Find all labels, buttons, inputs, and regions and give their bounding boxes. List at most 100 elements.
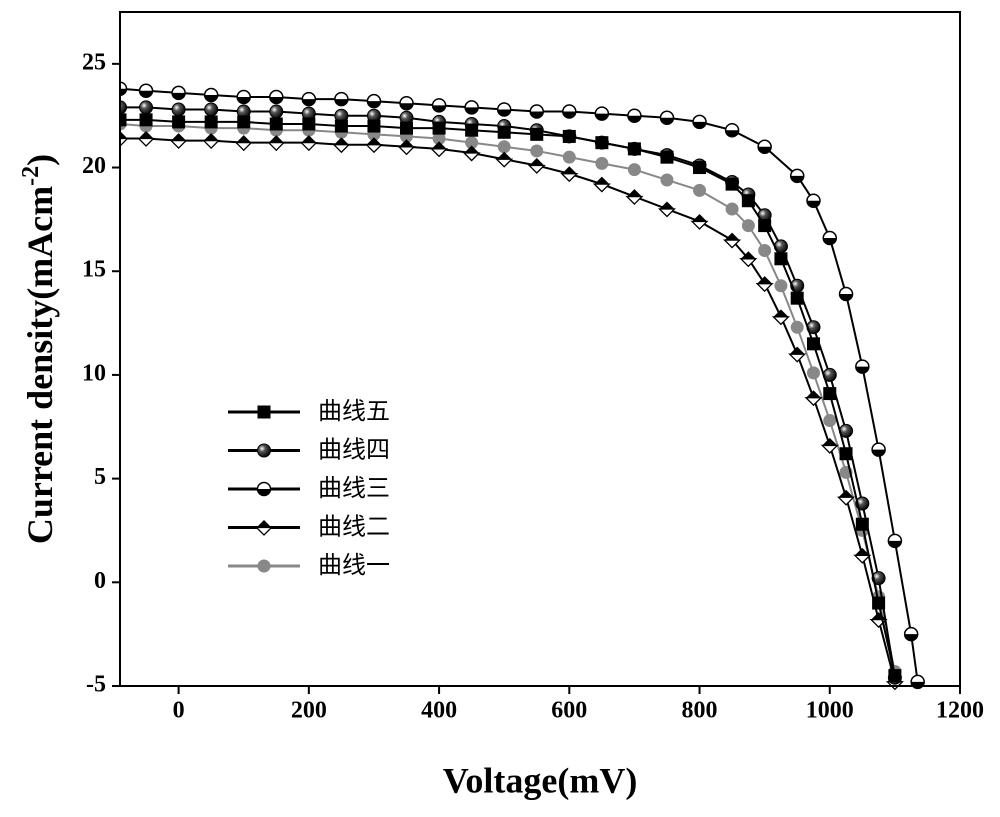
- marker: [366, 137, 381, 152]
- marker-shape: [726, 203, 739, 216]
- marker-half: [432, 141, 447, 149]
- marker: [367, 95, 380, 108]
- marker: [465, 101, 478, 114]
- marker-shape: [773, 317, 788, 325]
- marker-half: [497, 152, 512, 160]
- marker: [774, 252, 787, 265]
- marker-half: [464, 146, 479, 154]
- marker-shape: [432, 149, 447, 157]
- marker: [400, 97, 413, 110]
- marker-shape: [464, 153, 479, 161]
- marker-half: [257, 520, 272, 528]
- marker: [840, 447, 853, 460]
- y-tick-label: 25: [82, 49, 106, 75]
- marker: [807, 366, 820, 379]
- marker: [237, 115, 250, 128]
- marker-shape: [205, 103, 218, 116]
- marker-half: [773, 309, 788, 317]
- marker: [823, 414, 836, 427]
- marker-shape: [594, 184, 609, 192]
- marker-shape: [790, 354, 805, 362]
- marker: [335, 93, 348, 106]
- marker: [905, 628, 918, 641]
- marker-shape: [400, 122, 413, 135]
- marker-shape: [693, 184, 706, 197]
- y-tick-label: -5: [86, 672, 106, 698]
- x-tick-label: 200: [291, 698, 327, 724]
- legend-label: 曲线四: [318, 436, 390, 464]
- marker-shape: [563, 130, 576, 143]
- marker: [301, 135, 316, 150]
- marker: [807, 337, 820, 350]
- series-line: [120, 120, 895, 676]
- marker: [270, 117, 283, 130]
- marker: [726, 178, 739, 191]
- x-axis-title: Voltage(mV): [443, 760, 638, 800]
- marker: [498, 126, 511, 139]
- marker: [758, 140, 771, 153]
- legend-label: 曲线三: [318, 474, 390, 502]
- marker: [172, 103, 185, 116]
- marker: [302, 117, 315, 130]
- marker: [465, 124, 478, 137]
- marker: [823, 387, 836, 400]
- marker-shape: [529, 165, 544, 173]
- marker-shape: [757, 284, 772, 292]
- marker: [171, 133, 186, 148]
- marker-shape: [270, 105, 283, 118]
- marker-shape: [693, 161, 706, 174]
- marker-shape: [302, 117, 315, 130]
- marker-half: [334, 137, 349, 145]
- marker: [774, 279, 787, 292]
- marker-shape: [595, 136, 608, 149]
- marker-shape: [726, 178, 739, 191]
- marker-shape: [140, 101, 153, 114]
- marker-half: [529, 158, 544, 166]
- marker: [742, 194, 755, 207]
- x-tick-label: 1000: [806, 698, 854, 724]
- marker: [270, 105, 283, 118]
- marker-shape: [530, 144, 543, 157]
- marker: [399, 139, 414, 154]
- marker-shape: [498, 140, 511, 153]
- marker: [258, 406, 271, 419]
- marker: [498, 103, 511, 116]
- marker-shape: [140, 113, 153, 126]
- marker-shape: [530, 128, 543, 141]
- y-title-sup: -2: [18, 166, 44, 186]
- legend-label: 曲线二: [318, 513, 390, 541]
- marker: [595, 157, 608, 170]
- marker-shape: [806, 398, 821, 406]
- y-tick-label: 10: [82, 360, 106, 386]
- marker-shape: [204, 141, 219, 149]
- marker: [856, 360, 869, 373]
- marker-shape: [465, 124, 478, 137]
- x-tick-label: 1200: [936, 698, 984, 724]
- marker: [172, 115, 185, 128]
- marker: [872, 443, 885, 456]
- marker-shape: [367, 120, 380, 133]
- marker-shape: [823, 387, 836, 400]
- marker-shape: [258, 406, 271, 419]
- marker-shape: [742, 194, 755, 207]
- marker-half: [399, 139, 414, 147]
- marker-shape: [856, 518, 869, 531]
- marker-half: [366, 137, 381, 145]
- marker-shape: [334, 145, 349, 153]
- marker: [497, 152, 512, 167]
- marker-shape: [822, 445, 837, 453]
- series-line: [120, 107, 895, 677]
- marker-half: [806, 390, 821, 398]
- marker-shape: [497, 159, 512, 167]
- marker-shape: [205, 115, 218, 128]
- marker: [269, 135, 284, 150]
- marker-shape: [335, 120, 348, 133]
- marker: [726, 124, 739, 137]
- marker-shape: [270, 117, 283, 130]
- y-tick-label: 20: [82, 153, 106, 179]
- marker: [400, 122, 413, 135]
- marker: [856, 518, 869, 531]
- marker-half: [269, 135, 284, 143]
- marker: [498, 140, 511, 153]
- marker-shape: [839, 497, 854, 505]
